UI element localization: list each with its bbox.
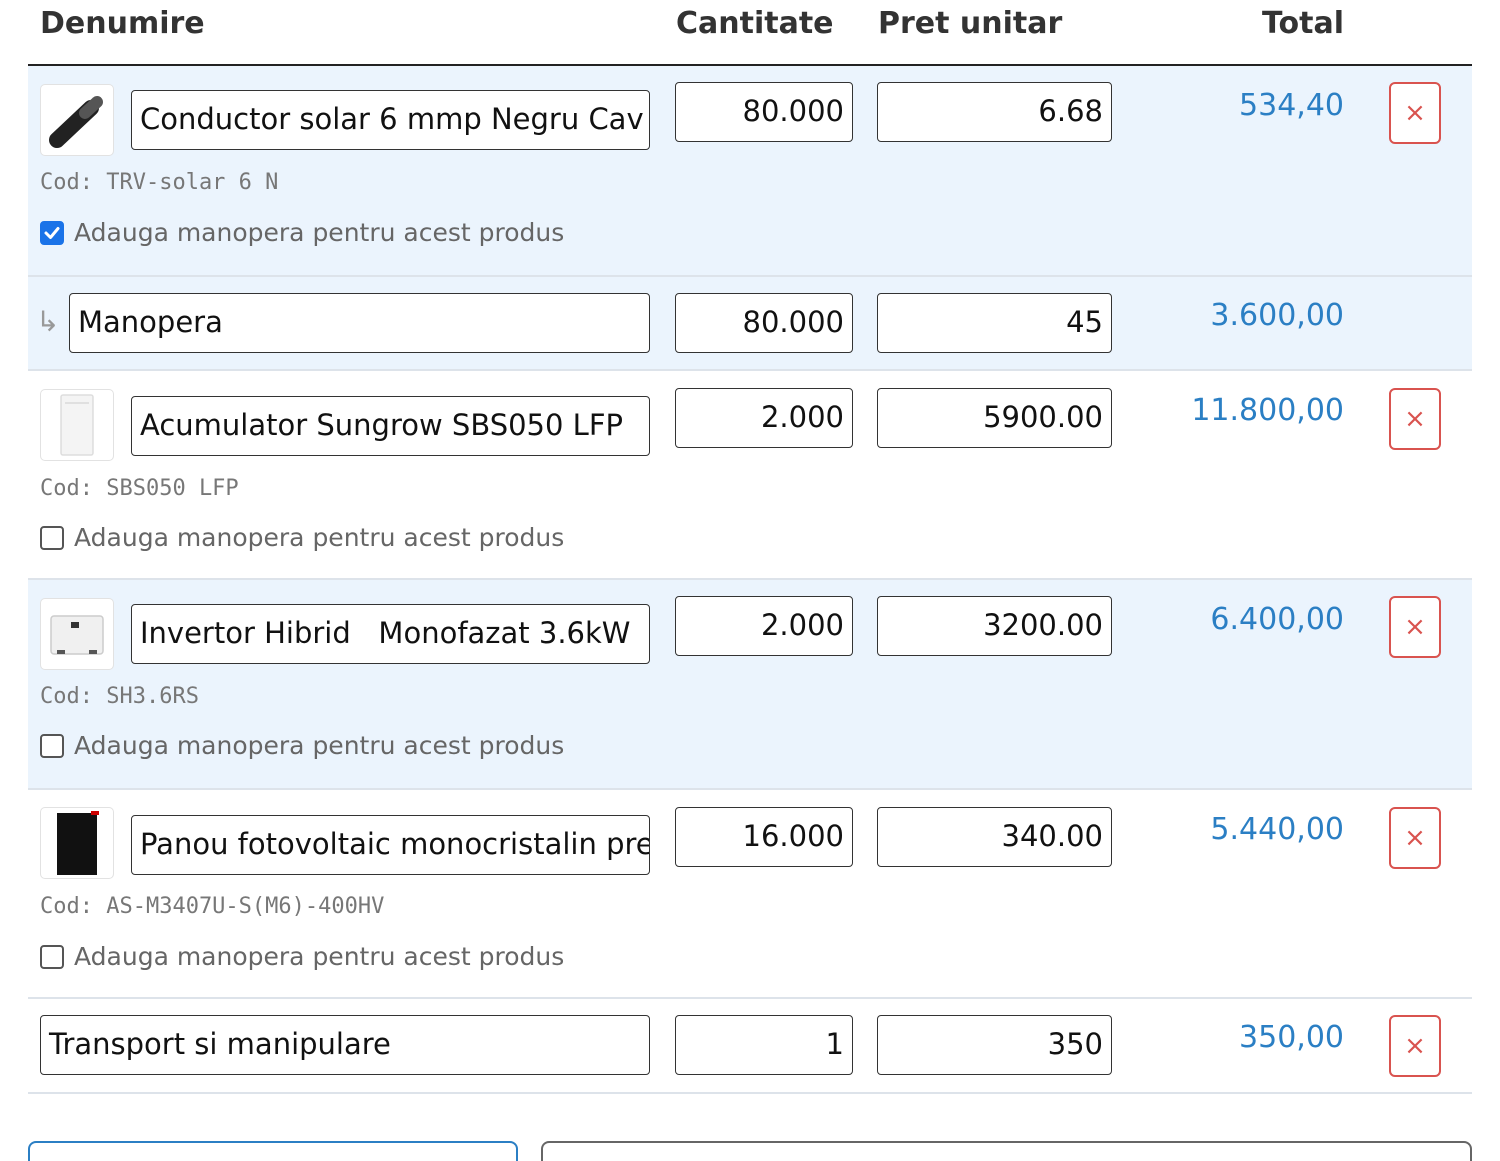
battery-icon bbox=[60, 394, 94, 456]
unit-price-input[interactable]: 45 bbox=[877, 293, 1112, 353]
quantity-input[interactable]: 16.000 bbox=[675, 807, 853, 867]
row-divider bbox=[28, 578, 1472, 580]
line-total: 6.400,00 bbox=[1210, 602, 1344, 637]
product-name-input[interactable]: Conductor solar 6 mmp Negru Cav bbox=[131, 90, 650, 150]
product-thumbnail bbox=[40, 389, 114, 461]
close-icon: × bbox=[1404, 404, 1426, 434]
add-product-button[interactable] bbox=[28, 1141, 518, 1161]
unit-price-input[interactable]: 5900.00 bbox=[877, 388, 1112, 448]
product-code: Cod: TRV-solar 6 N bbox=[40, 170, 279, 195]
header-divider bbox=[28, 64, 1472, 66]
add-labor-option[interactable]: Adauga manopera pentru acest produs bbox=[40, 218, 564, 247]
quantity-input[interactable]: 80.000 bbox=[675, 293, 853, 353]
product-code: Cod: AS-M3407U-S(M6)-400HV bbox=[40, 894, 385, 919]
quantity-input[interactable]: 1 bbox=[675, 1015, 853, 1075]
column-header-quantity: Cantitate bbox=[676, 6, 834, 41]
add-custom-item-button[interactable] bbox=[541, 1141, 1472, 1161]
product-name-input[interactable]: Panou fotovoltaic monocristalin pre bbox=[131, 815, 650, 875]
product-name-input[interactable]: Acumulator Sungrow SBS050 LFP bbox=[131, 396, 650, 456]
solar-panel-icon bbox=[57, 811, 99, 875]
line-total: 350,00 bbox=[1239, 1020, 1344, 1055]
cable-icon bbox=[49, 96, 103, 148]
add-labor-label: Adauga manopera pentru acest produs bbox=[74, 523, 565, 552]
quantity-input[interactable]: 80.000 bbox=[675, 82, 853, 142]
line-total: 3.600,00 bbox=[1210, 298, 1344, 333]
column-header-unit-price: Pret unitar bbox=[878, 6, 1063, 41]
row-divider bbox=[28, 788, 1472, 790]
add-labor-option[interactable]: Adauga manopera pentru acest produs bbox=[40, 523, 564, 552]
column-header-total: Total bbox=[1262, 6, 1344, 41]
add-labor-checkbox[interactable] bbox=[40, 525, 64, 550]
delete-row-button[interactable]: × bbox=[1389, 388, 1441, 450]
add-labor-label: Adauga manopera pentru acest produs bbox=[74, 731, 565, 760]
labor-name-input[interactable]: Manopera bbox=[69, 293, 650, 353]
inverter-icon bbox=[50, 615, 104, 655]
row-divider bbox=[28, 369, 1472, 371]
delete-row-button[interactable]: × bbox=[1389, 82, 1441, 144]
product-thumbnail bbox=[40, 84, 114, 156]
add-labor-label: Adauga manopera pentru acest produs bbox=[74, 942, 565, 971]
item-name-input[interactable]: Transport si manipulare bbox=[40, 1015, 650, 1075]
product-code: Cod: SBS050 LFP bbox=[40, 476, 239, 501]
add-labor-checkbox[interactable] bbox=[40, 220, 64, 245]
quantity-input[interactable]: 2.000 bbox=[675, 388, 853, 448]
line-total: 534,40 bbox=[1239, 88, 1344, 123]
add-labor-checkbox[interactable] bbox=[40, 733, 64, 758]
sub-row-arrow-icon: ↳ bbox=[36, 305, 60, 338]
close-icon: × bbox=[1404, 823, 1426, 853]
delete-row-button[interactable]: × bbox=[1389, 1015, 1441, 1077]
close-icon: × bbox=[1404, 98, 1426, 128]
add-labor-label: Adauga manopera pentru acest produs bbox=[74, 218, 565, 247]
add-labor-checkbox[interactable] bbox=[40, 944, 64, 969]
add-labor-option[interactable]: Adauga manopera pentru acest produs bbox=[40, 942, 564, 971]
row-divider bbox=[28, 275, 1472, 277]
close-icon: × bbox=[1404, 1031, 1426, 1061]
product-code: Cod: SH3.6RS bbox=[40, 684, 199, 709]
checkmark-icon bbox=[44, 226, 60, 239]
line-total: 5.440,00 bbox=[1210, 812, 1344, 847]
unit-price-input[interactable]: 350 bbox=[877, 1015, 1112, 1075]
product-thumbnail bbox=[40, 807, 114, 879]
delete-row-button[interactable]: × bbox=[1389, 807, 1441, 869]
row-divider bbox=[28, 1092, 1472, 1094]
unit-price-input[interactable]: 340.00 bbox=[877, 807, 1112, 867]
column-header-name: Denumire bbox=[40, 6, 205, 41]
add-labor-option[interactable]: Adauga manopera pentru acest produs bbox=[40, 731, 564, 760]
unit-price-input[interactable]: 3200.00 bbox=[877, 596, 1112, 656]
quantity-input[interactable]: 2.000 bbox=[675, 596, 853, 656]
product-name-input[interactable]: Invertor Hibrid Monofazat 3.6kW bbox=[131, 604, 650, 664]
unit-price-input[interactable]: 6.68 bbox=[877, 82, 1112, 142]
delete-row-button[interactable]: × bbox=[1389, 596, 1441, 658]
row-divider bbox=[28, 997, 1472, 999]
close-icon: × bbox=[1404, 612, 1426, 642]
line-total: 11.800,00 bbox=[1191, 393, 1344, 428]
product-thumbnail bbox=[40, 598, 114, 670]
